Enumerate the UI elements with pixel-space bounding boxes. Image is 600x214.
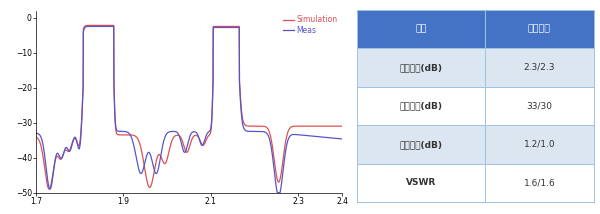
Meas [32,132,40,135]
Text: 33/30: 33/30 [526,101,553,110]
Bar [357,125,485,164]
Text: VSWR: VSWR [406,178,436,187]
Bar [485,164,594,202]
Simulation [338,125,346,127]
Simulation [46,188,53,190]
Meas [274,191,281,194]
Simulation [67,145,74,148]
Simulation [150,174,157,177]
Text: 通带损耗(dB): 通带损耗(dB) [400,63,442,72]
Bar [357,87,485,125]
Bar [485,48,594,87]
Meas [163,132,170,135]
Bar [357,10,485,48]
Simulation [332,125,340,127]
Simulation [299,125,307,127]
Meas [150,166,157,168]
Meas [338,138,346,140]
Bar [357,164,485,202]
Simulation [32,136,40,138]
Meas [299,134,307,137]
Text: 指标: 指标 [415,24,427,33]
Bar [485,125,594,164]
Text: 测试结果: 测试结果 [528,24,551,33]
Text: 1.6/1.6: 1.6/1.6 [524,178,556,187]
Text: 阻带抑制(dB): 阻带抑制(dB) [400,101,442,110]
Meas [85,25,92,28]
Bar [485,87,594,125]
Line: Simulation: Simulation [36,25,342,189]
Meas [95,25,102,28]
Simulation [163,159,170,162]
Meas [67,148,74,150]
Bar [357,48,485,87]
Text: 1.2/1.0: 1.2/1.0 [524,140,556,149]
Meas [332,137,340,140]
Simulation [95,24,102,27]
Simulation [86,24,93,27]
Line: Meas: Meas [36,27,342,193]
Bar [485,10,594,48]
Legend: Simulation, Meas: Simulation, Meas [280,12,340,38]
Text: 通带纹波(dB): 通带纹波(dB) [400,140,442,149]
Text: 2.3/2.3: 2.3/2.3 [524,63,555,72]
